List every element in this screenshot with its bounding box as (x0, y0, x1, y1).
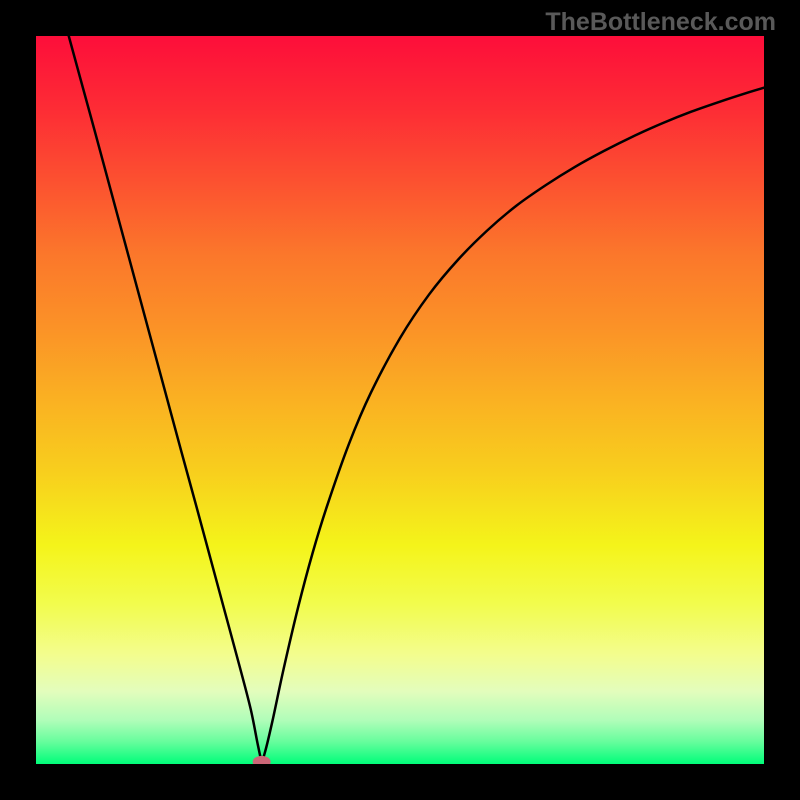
chart-container: TheBottleneck.com (0, 0, 800, 800)
plot-area (36, 36, 764, 764)
plot-svg (36, 36, 764, 764)
gradient-background (36, 36, 764, 764)
watermark-label: TheBottleneck.com (545, 8, 776, 37)
